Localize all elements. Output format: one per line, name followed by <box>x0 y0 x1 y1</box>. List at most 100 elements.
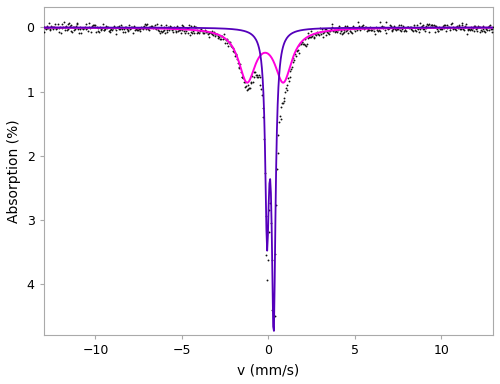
Point <box>358 23 366 30</box>
Point <box>392 25 400 31</box>
Point <box>167 24 175 30</box>
Point <box>113 24 121 30</box>
Point <box>481 29 489 35</box>
Point <box>216 36 224 43</box>
Point <box>356 27 364 33</box>
Point <box>369 25 377 31</box>
Point <box>132 25 140 31</box>
Point <box>220 31 228 38</box>
Point <box>471 23 479 30</box>
Point <box>428 22 436 28</box>
Point <box>351 28 359 35</box>
Point <box>230 48 237 54</box>
Point <box>95 28 103 35</box>
Point <box>316 29 324 35</box>
Point <box>234 60 242 66</box>
Point <box>111 25 119 31</box>
Point <box>201 27 209 33</box>
Point <box>324 31 332 37</box>
Point <box>130 24 138 30</box>
Point <box>183 25 191 31</box>
Point <box>436 25 444 31</box>
Point <box>226 39 234 45</box>
Point <box>484 26 492 33</box>
Point <box>213 31 221 37</box>
Point <box>466 27 474 33</box>
Point <box>116 26 124 32</box>
Point <box>414 22 422 28</box>
Point <box>389 25 397 31</box>
Point <box>368 26 376 33</box>
Point <box>293 48 301 55</box>
Point <box>418 26 426 32</box>
Point <box>376 28 384 34</box>
Point <box>292 47 300 53</box>
Point <box>52 26 60 32</box>
Point <box>464 27 472 33</box>
Point <box>99 21 107 27</box>
Point <box>386 25 394 31</box>
Point <box>420 22 428 28</box>
Point <box>280 98 287 104</box>
Point <box>100 26 108 33</box>
Point <box>141 21 149 27</box>
Point <box>224 36 232 42</box>
Point <box>166 24 174 30</box>
Point <box>412 25 420 31</box>
Point <box>195 30 203 36</box>
Point <box>178 22 186 28</box>
Point <box>135 26 143 32</box>
Point <box>70 24 78 30</box>
Point <box>186 22 194 28</box>
Point <box>76 23 84 30</box>
Point <box>452 24 460 30</box>
Point <box>48 26 56 32</box>
Point <box>480 28 488 34</box>
Point <box>324 30 332 36</box>
Point <box>322 25 330 31</box>
Point <box>244 86 252 92</box>
Point <box>460 23 468 29</box>
Point <box>362 24 370 30</box>
Point <box>132 26 140 32</box>
Point <box>234 63 242 70</box>
Point <box>370 28 378 34</box>
Point <box>228 44 236 50</box>
Point <box>268 307 276 313</box>
Point <box>442 28 450 34</box>
Point <box>150 25 158 31</box>
Point <box>200 28 207 34</box>
Point <box>218 33 226 39</box>
Point <box>396 28 404 34</box>
Point <box>261 170 269 176</box>
Point <box>345 25 353 31</box>
Point <box>305 35 313 41</box>
Point <box>344 30 352 36</box>
Point <box>357 24 365 30</box>
Point <box>250 74 258 80</box>
Point <box>160 27 168 33</box>
Point <box>424 20 432 26</box>
Point <box>306 34 314 40</box>
Point <box>380 24 388 30</box>
Point <box>174 25 182 31</box>
Point <box>436 25 444 31</box>
Point <box>131 27 139 33</box>
Point <box>214 35 222 41</box>
Point <box>429 24 437 30</box>
Point <box>314 31 322 37</box>
Point <box>272 202 280 209</box>
Point <box>280 94 288 101</box>
Point <box>180 28 188 35</box>
Point <box>476 29 484 35</box>
Point <box>88 24 96 30</box>
Point <box>129 30 137 36</box>
Point <box>125 22 133 28</box>
Point <box>74 26 82 32</box>
Point <box>296 42 304 48</box>
Point <box>459 25 467 31</box>
Point <box>238 74 246 81</box>
Point <box>123 26 131 32</box>
Point <box>96 25 104 31</box>
Point <box>286 68 294 74</box>
